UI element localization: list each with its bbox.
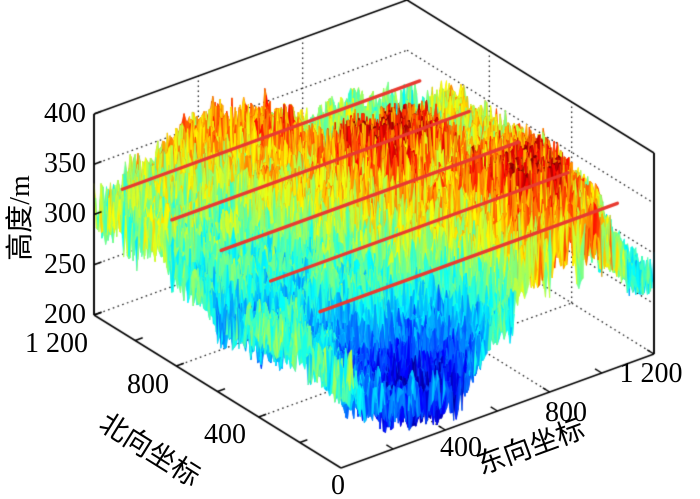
z-axis-title: 高度/m — [5, 175, 36, 261]
east-tick-1200: 1 200 — [619, 358, 683, 389]
z-tick-300: 300 — [44, 198, 86, 229]
east-tick-0: 0 — [331, 470, 345, 499]
north-tick-1200: 1 200 — [25, 328, 88, 359]
z-tick-350: 350 — [44, 148, 86, 179]
east-tick-800: 800 — [545, 397, 587, 428]
z-tick-250: 250 — [44, 249, 86, 280]
east-tick-400: 400 — [440, 432, 482, 463]
north-tick-800: 800 — [127, 369, 169, 400]
z-tick-400: 400 — [44, 98, 86, 129]
north-tick-400: 400 — [204, 419, 246, 450]
z-tick-200: 200 — [44, 299, 86, 330]
